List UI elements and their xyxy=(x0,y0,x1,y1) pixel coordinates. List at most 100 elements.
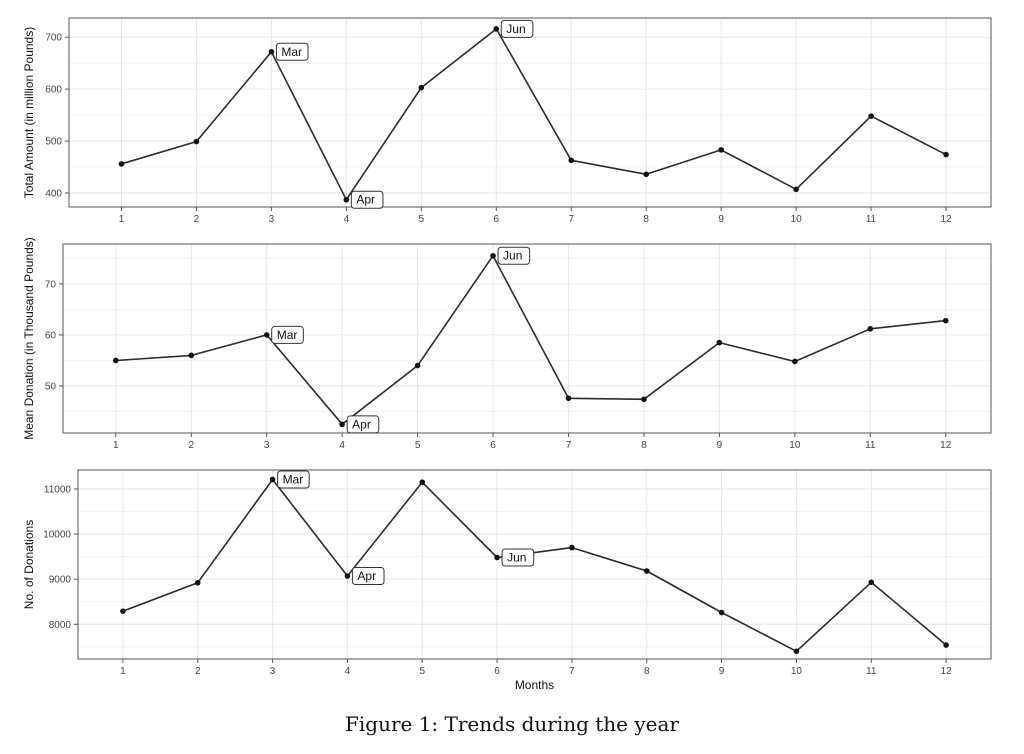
series-line xyxy=(121,28,947,201)
point-label-box xyxy=(351,567,385,586)
x-tick-label: 11 xyxy=(866,666,877,677)
x-tick-label: 11 xyxy=(866,214,877,225)
data-point xyxy=(188,352,195,359)
x-tick-label: 6 xyxy=(494,666,500,677)
y-axis-title: Total Amount (in million Pounds) xyxy=(22,27,36,198)
y-tick-label: 50 xyxy=(45,382,57,393)
x-tick-label: 2 xyxy=(188,440,194,451)
data-point xyxy=(867,325,874,332)
data-point xyxy=(643,171,649,178)
x-tick-label: 6 xyxy=(490,440,496,451)
x-tick-label: 4 xyxy=(345,666,351,677)
x-axis-title: Months xyxy=(515,678,554,692)
point-label: Mar xyxy=(277,328,298,342)
data-point xyxy=(868,113,874,119)
point-label-box xyxy=(500,19,534,38)
x-tick-label: 10 xyxy=(789,440,801,451)
data-point xyxy=(565,395,572,402)
series-line xyxy=(122,478,947,653)
x-tick-label: 9 xyxy=(719,666,725,677)
x-tick-label: 9 xyxy=(718,214,724,225)
x-tick-label: 8 xyxy=(641,440,647,451)
point-label-box xyxy=(501,548,535,567)
x-tick-label: 1 xyxy=(120,666,126,677)
x-tick-label: 4 xyxy=(344,214,350,225)
point-label: Apr xyxy=(356,193,375,207)
figure-caption: Figure 1: Trends during the year xyxy=(345,712,679,736)
data-point xyxy=(113,357,119,364)
x-tick-label: 4 xyxy=(339,440,345,451)
point-label: Jun xyxy=(506,22,525,36)
data-point xyxy=(718,147,724,153)
data-point xyxy=(718,609,725,616)
data-point xyxy=(268,48,275,55)
data-point xyxy=(419,479,426,485)
panel-frame xyxy=(77,469,992,660)
data-point xyxy=(494,554,500,561)
data-point xyxy=(344,573,351,579)
point-label-box xyxy=(346,415,380,434)
x-tick-label: 5 xyxy=(415,440,421,451)
data-point xyxy=(118,161,125,167)
y-tick-label: 9000 xyxy=(49,575,72,586)
data-point xyxy=(643,568,650,574)
x-tick-label: 12 xyxy=(940,440,952,451)
x-tick-label: 8 xyxy=(644,666,650,677)
data-point xyxy=(263,332,270,338)
series-line xyxy=(115,254,946,426)
y-tick-label: 600 xyxy=(45,85,62,96)
x-tick-label: 1 xyxy=(113,440,119,451)
x-tick-label: 1 xyxy=(119,214,125,225)
x-tick-label: 7 xyxy=(566,440,572,451)
data-point xyxy=(343,196,350,203)
data-point xyxy=(868,579,875,586)
data-point xyxy=(194,579,201,586)
data-point xyxy=(641,396,647,403)
x-tick-label: 10 xyxy=(791,214,803,225)
point-label-box xyxy=(497,246,531,265)
data-point xyxy=(793,648,800,655)
x-tick-label: 3 xyxy=(264,440,270,451)
point-label-box xyxy=(271,325,304,344)
x-tick-label: 12 xyxy=(941,666,953,677)
data-point xyxy=(568,157,575,164)
y-tick-label: 70 xyxy=(45,279,57,290)
data-point xyxy=(493,26,500,32)
data-point xyxy=(490,252,496,259)
x-tick-label: 6 xyxy=(493,214,499,225)
panel-frame xyxy=(62,243,992,434)
y-tick-label: 500 xyxy=(45,137,62,148)
x-tick-label: 5 xyxy=(419,214,425,225)
data-point xyxy=(193,138,200,145)
point-label: Apr xyxy=(352,417,371,431)
x-tick-label: 11 xyxy=(865,440,876,451)
x-tick-label: 2 xyxy=(194,214,200,225)
y-tick-label: 8000 xyxy=(49,620,72,631)
y-axis-title: Mean Donation (in Thousand Pounds) xyxy=(22,237,36,440)
y-tick-label: 60 xyxy=(45,330,57,341)
point-label: Jun xyxy=(507,551,526,565)
data-point xyxy=(792,358,798,365)
data-point xyxy=(716,339,723,346)
y-tick-label: 11000 xyxy=(44,484,72,495)
x-tick-label: 8 xyxy=(643,214,649,225)
x-tick-label: 7 xyxy=(569,666,575,677)
data-point xyxy=(120,608,126,614)
x-tick-label: 7 xyxy=(568,214,574,225)
point-label: Mar xyxy=(281,45,302,59)
data-point xyxy=(414,362,421,369)
x-tick-label: 3 xyxy=(269,214,275,225)
x-tick-label: 5 xyxy=(419,666,425,677)
panel-frame xyxy=(68,17,992,208)
data-point xyxy=(943,642,949,648)
data-point xyxy=(418,84,425,91)
point-label-box xyxy=(277,470,310,489)
x-tick-label: 2 xyxy=(195,666,201,677)
point-label: Apr xyxy=(357,569,376,583)
point-label-box xyxy=(275,42,309,61)
point-label: Mar xyxy=(283,472,304,486)
x-tick-label: 12 xyxy=(940,214,952,225)
